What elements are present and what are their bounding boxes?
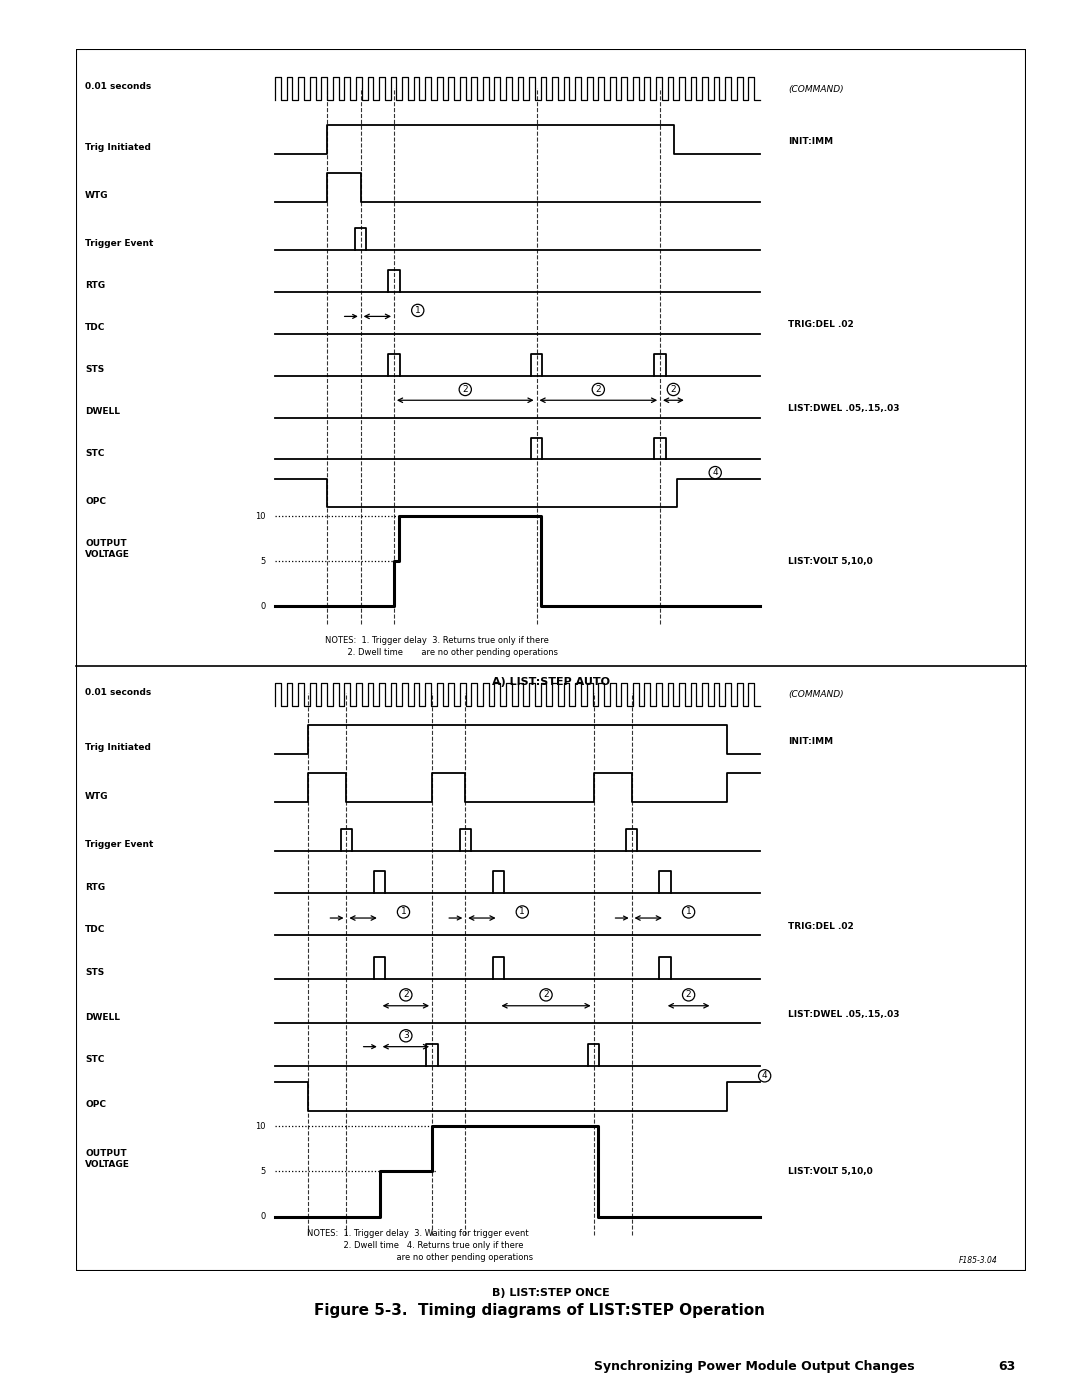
Text: NOTES:  1. Trigger delay  3. Returns true only if there: NOTES: 1. Trigger delay 3. Returns true … bbox=[325, 636, 549, 645]
Text: NOTES:  1. Trigger delay  3. Waiting for trigger event: NOTES: 1. Trigger delay 3. Waiting for t… bbox=[307, 1229, 528, 1238]
Text: 0.01 seconds: 0.01 seconds bbox=[85, 82, 151, 91]
Text: RTG: RTG bbox=[85, 281, 105, 291]
Text: STS: STS bbox=[85, 968, 105, 978]
Text: TRIG:DEL .02: TRIG:DEL .02 bbox=[788, 922, 854, 930]
Text: INIT:IMM: INIT:IMM bbox=[788, 137, 834, 147]
Text: LIST:DWEL .05,.15,.03: LIST:DWEL .05,.15,.03 bbox=[788, 404, 900, 414]
Text: INIT:IMM: INIT:IMM bbox=[788, 738, 834, 746]
Text: WTG: WTG bbox=[85, 792, 109, 800]
Text: 1: 1 bbox=[401, 908, 406, 916]
Text: 2. Dwell time   4. Returns true only if there: 2. Dwell time 4. Returns true only if th… bbox=[312, 1241, 524, 1250]
FancyBboxPatch shape bbox=[76, 49, 1026, 1271]
Text: OUTPUT
VOLTAGE: OUTPUT VOLTAGE bbox=[85, 539, 130, 559]
Text: TDC: TDC bbox=[85, 323, 106, 332]
Text: STS: STS bbox=[85, 365, 105, 374]
Text: 63: 63 bbox=[998, 1359, 1015, 1373]
Text: 1: 1 bbox=[415, 306, 420, 314]
Text: DWELL: DWELL bbox=[85, 1013, 120, 1021]
Text: 5: 5 bbox=[260, 557, 266, 566]
Text: Trig Initiated: Trig Initiated bbox=[85, 144, 151, 152]
Text: STC: STC bbox=[85, 448, 105, 458]
Text: 4: 4 bbox=[713, 468, 718, 478]
Text: LIST:DWEL .05,.15,.03: LIST:DWEL .05,.15,.03 bbox=[788, 1010, 900, 1018]
Text: 1: 1 bbox=[686, 908, 691, 916]
Text: 10: 10 bbox=[255, 1122, 266, 1130]
Text: 5: 5 bbox=[260, 1166, 266, 1176]
Text: (COMMAND): (COMMAND) bbox=[788, 690, 845, 698]
Text: Trig Initiated: Trig Initiated bbox=[85, 743, 151, 753]
Text: 1: 1 bbox=[519, 908, 525, 916]
Text: 0: 0 bbox=[260, 602, 266, 610]
Text: 2: 2 bbox=[462, 386, 468, 394]
Text: Figure 5-3.  Timing diagrams of LIST:STEP Operation: Figure 5-3. Timing diagrams of LIST:STEP… bbox=[314, 1303, 766, 1317]
Text: 2: 2 bbox=[403, 990, 408, 999]
Text: LIST:VOLT 5,10,0: LIST:VOLT 5,10,0 bbox=[788, 1166, 873, 1176]
Text: DWELL: DWELL bbox=[85, 407, 120, 416]
Text: OUTPUT
VOLTAGE: OUTPUT VOLTAGE bbox=[85, 1150, 130, 1169]
Text: OPC: OPC bbox=[85, 497, 106, 506]
Text: 2: 2 bbox=[543, 990, 549, 999]
Text: WTG: WTG bbox=[85, 191, 109, 200]
Text: Trigger Event: Trigger Event bbox=[85, 840, 153, 849]
Text: LIST:VOLT 5,10,0: LIST:VOLT 5,10,0 bbox=[788, 557, 873, 566]
Text: TRIG:DEL .02: TRIG:DEL .02 bbox=[788, 320, 854, 330]
Text: Trigger Event: Trigger Event bbox=[85, 239, 153, 249]
Text: 2: 2 bbox=[686, 990, 691, 999]
Text: RTG: RTG bbox=[85, 883, 105, 891]
Text: 10: 10 bbox=[255, 511, 266, 521]
Text: 0.01 seconds: 0.01 seconds bbox=[85, 687, 151, 697]
Text: are no other pending operations: are no other pending operations bbox=[302, 1253, 534, 1263]
Text: 3: 3 bbox=[403, 1031, 408, 1041]
Text: STC: STC bbox=[85, 1055, 105, 1065]
Text: 2. Dwell time       are no other pending operations: 2. Dwell time are no other pending opera… bbox=[315, 648, 557, 657]
Text: 2: 2 bbox=[671, 386, 676, 394]
Text: F185-3.04: F185-3.04 bbox=[959, 1256, 998, 1266]
Text: 0: 0 bbox=[260, 1213, 266, 1221]
Text: A) LIST:STEP AUTO: A) LIST:STEP AUTO bbox=[491, 678, 610, 687]
Text: OPC: OPC bbox=[85, 1101, 106, 1109]
Text: B) LIST:STEP ONCE: B) LIST:STEP ONCE bbox=[491, 1288, 610, 1298]
Text: TDC: TDC bbox=[85, 925, 106, 935]
Text: 2: 2 bbox=[595, 386, 602, 394]
Text: 4: 4 bbox=[761, 1071, 768, 1080]
Text: (COMMAND): (COMMAND) bbox=[788, 85, 845, 94]
Text: Synchronizing Power Module Output Changes: Synchronizing Power Module Output Change… bbox=[594, 1359, 915, 1373]
